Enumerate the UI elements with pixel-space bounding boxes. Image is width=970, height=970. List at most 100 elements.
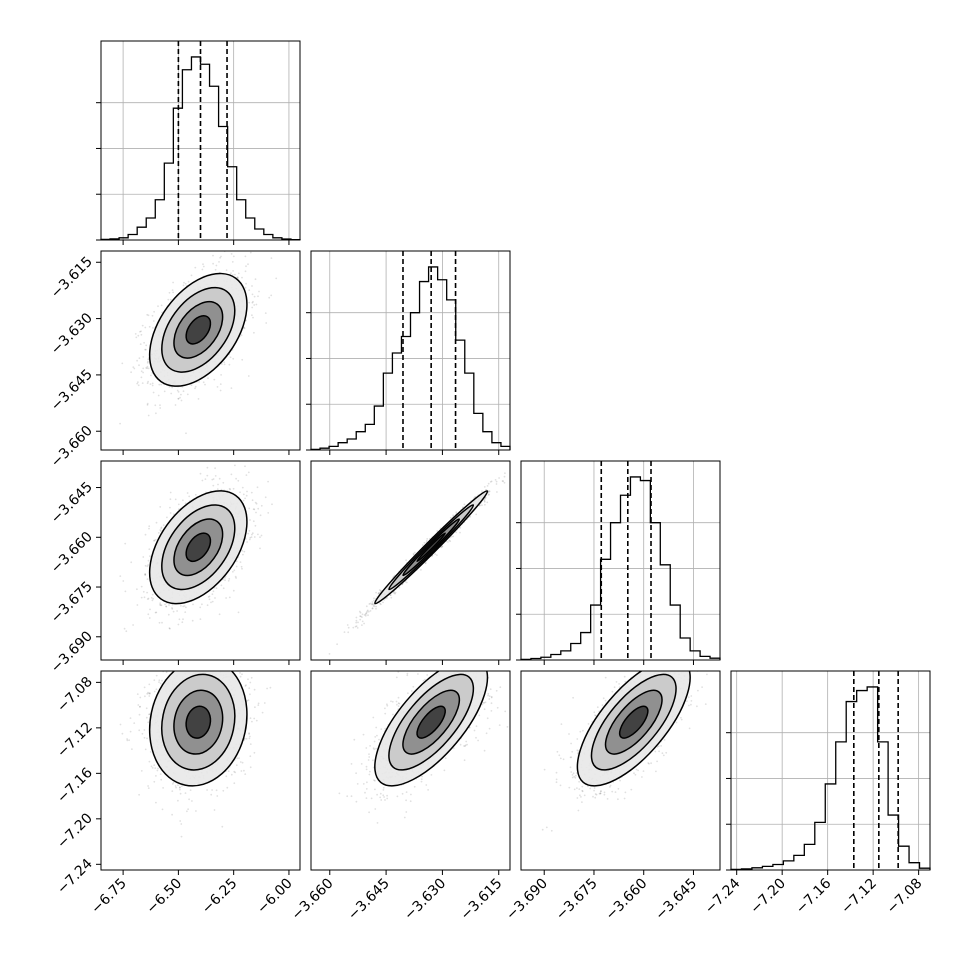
sample-point [179, 396, 181, 399]
sample-point [157, 305, 159, 308]
sample-point [147, 380, 150, 383]
sample-point [251, 499, 254, 502]
sample-point [151, 767, 154, 769]
sample-point [230, 272, 232, 274]
sample-point [169, 506, 171, 509]
sample-point [148, 617, 151, 619]
sample-point [159, 404, 161, 406]
sample-point [214, 268, 217, 271]
sample-point [513, 462, 515, 464]
sample-point [170, 392, 173, 395]
sample-point [187, 808, 190, 811]
sample-point [215, 587, 218, 590]
sample-point [382, 601, 384, 604]
sample-point [195, 810, 197, 812]
sample-point [368, 603, 371, 605]
histogram-bars [310, 266, 511, 451]
sample-point [190, 384, 193, 387]
sample-point [185, 606, 187, 609]
sample-point [481, 504, 483, 507]
sample-point [218, 613, 221, 616]
sample-point [158, 383, 161, 386]
sample-point [359, 618, 362, 621]
sample-point [365, 611, 368, 614]
sample-point [249, 536, 252, 539]
sample-point [394, 592, 396, 595]
sample-point [235, 477, 238, 480]
sample-point [424, 562, 427, 565]
sample-point [144, 574, 147, 576]
hist-panel-p2 [306, 250, 511, 455]
sample-point [206, 474, 209, 477]
contour-line [402, 518, 461, 577]
sample-point [260, 534, 263, 537]
sample-point [160, 778, 163, 781]
sample-point [138, 793, 141, 796]
sample-point [484, 503, 486, 506]
sample-point [347, 626, 350, 629]
sample-point [225, 597, 228, 599]
sample-point [225, 269, 228, 272]
sample-point [358, 610, 361, 613]
sample-point [267, 512, 270, 514]
sample-point [244, 255, 247, 258]
sample-point [248, 289, 251, 291]
sample-point [191, 619, 194, 622]
sample-point [199, 606, 202, 609]
contour-line [185, 315, 212, 345]
density-layer [119, 251, 278, 435]
sample-point [251, 285, 253, 287]
sample-point [216, 667, 218, 669]
contour-line [416, 532, 446, 563]
sample-point [148, 325, 151, 328]
sample-point [503, 481, 506, 484]
sample-point [361, 624, 363, 626]
sample-point [478, 504, 481, 507]
sample-point [144, 564, 147, 567]
sample-point [157, 394, 160, 397]
sample-point [254, 501, 257, 504]
sample-point [252, 316, 254, 319]
sample-point [232, 570, 234, 573]
sample-point [229, 488, 232, 491]
sample-point [248, 732, 251, 734]
sample-point [132, 624, 135, 626]
sample-point [179, 792, 182, 795]
sample-point [244, 497, 247, 500]
sample-point [206, 466, 209, 469]
sample-point [236, 757, 239, 760]
sample-point [243, 769, 245, 772]
sample-point [182, 499, 184, 502]
sample-point [216, 666, 218, 668]
sample-point [250, 676, 253, 679]
sample-point [218, 477, 221, 480]
sample-point [130, 561, 133, 564]
sample-point [149, 383, 152, 385]
sample-point [168, 386, 171, 388]
sample-point [160, 304, 163, 307]
sample-point [371, 607, 374, 609]
sample-point [398, 586, 401, 589]
sample-point [147, 367, 150, 370]
sample-point [159, 407, 162, 409]
sample-point [154, 611, 157, 614]
sample-point [154, 538, 157, 541]
sample-point [271, 503, 273, 506]
sample-point [360, 615, 362, 618]
sample-point [354, 625, 357, 628]
sample-point [366, 610, 368, 613]
sample-point [150, 596, 153, 599]
sample-point [146, 361, 149, 364]
sample-point [221, 363, 223, 365]
sample-point [123, 627, 126, 630]
sample-point [147, 787, 150, 789]
sample-point [140, 370, 143, 373]
sample-point [202, 381, 205, 384]
sample-point [133, 722, 136, 724]
sample-point [259, 547, 261, 550]
sample-point [230, 387, 233, 389]
sample-point [158, 621, 161, 624]
sample-point [137, 334, 140, 337]
sample-point [137, 384, 140, 387]
